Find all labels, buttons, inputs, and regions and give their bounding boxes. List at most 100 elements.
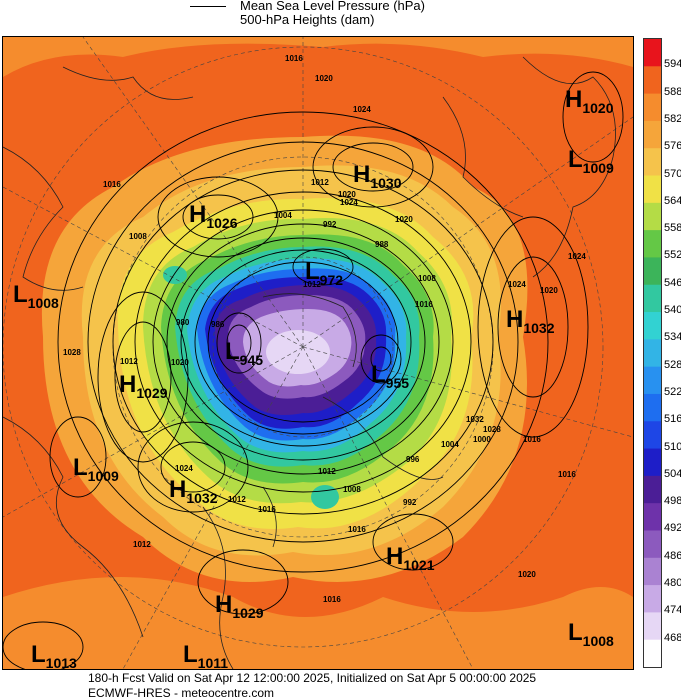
colorbar-swatch (644, 639, 661, 667)
system-h-1030: H1030 (353, 161, 402, 191)
shade-582-north (3, 37, 633, 77)
isobar-label: 1004 (441, 440, 459, 449)
colorbar-label: 492 (664, 522, 681, 535)
colorbar-swatch (644, 257, 661, 286)
coastlines (3, 56, 616, 669)
system-l-1008-se: L1008 (568, 619, 614, 649)
model-source-text: ECMWF-HRES - meteocentre.com (88, 686, 275, 700)
colorbar-label: 468 (664, 631, 681, 644)
map-legend: Mean Sea Level Pressure (hPa) 500-hPa He… (190, 0, 490, 30)
colorbar-label: 570 (664, 167, 681, 180)
colorbar-swatch (644, 339, 661, 368)
shade-small-low (163, 266, 187, 284)
system-l-1009-sw: L1009 (73, 454, 119, 484)
colorbar-swatch (644, 503, 661, 531)
isobar-label: 1016 (258, 505, 276, 514)
forecast-valid-text: 180-h Fcst Valid on Sat Apr 12 12:00:00 … (88, 671, 537, 685)
colorbar-label: 486 (664, 549, 681, 562)
shade-582-south (3, 577, 633, 669)
colorbar-swatch (644, 202, 661, 231)
isobar-label: 1020 (338, 190, 356, 199)
isobar-label: 1008 (129, 232, 147, 241)
isobar-label: 996 (406, 455, 420, 464)
colorbar-label: 588 (664, 85, 681, 98)
system-l-1009-ne: L1009 (568, 146, 614, 176)
isobar-label: 1016 (415, 300, 433, 309)
isobar-label: 1020 (395, 215, 413, 224)
shade-cutoff-low (311, 485, 339, 509)
isobar-label: 1016 (285, 54, 303, 63)
colorbar-swatch (644, 557, 661, 586)
isobar-label: 1024 (340, 198, 358, 207)
legend-mslp-label: Mean Sea Level Pressure (hPa) (240, 0, 425, 13)
system-h-1020: H1020 (565, 86, 614, 116)
system-h-1021: H1021 (386, 543, 435, 573)
system-h-1029-w: H1029 (119, 371, 168, 401)
colorbar-label: 504 (664, 467, 681, 480)
colorbar-label: 522 (664, 385, 681, 398)
isobar-label: 1016 (323, 595, 341, 604)
colorbar-label: 558 (664, 222, 681, 235)
isobar-label: 1016 (103, 180, 121, 189)
system-h-1026: H1026 (189, 201, 238, 231)
colorbar-label: 576 (664, 140, 681, 153)
shade-core (266, 330, 330, 374)
colorbar-label: 594 (664, 58, 681, 71)
colorbar-label: 534 (664, 331, 681, 344)
isobar-label: 1020 (171, 358, 189, 367)
isobar-label: 992 (323, 220, 337, 229)
isobar-label: 1020 (518, 570, 536, 579)
isobar-label: 1016 (348, 525, 366, 534)
colorbar-label: 582 (664, 112, 681, 125)
isobar-label: 992 (403, 498, 417, 507)
colorbar-label: 540 (664, 304, 681, 317)
system-l-972: L972 (305, 258, 343, 288)
colorbar-swatch (644, 612, 661, 641)
isobar-label: 1000 (473, 435, 491, 444)
colorbar-label: 546 (664, 276, 681, 289)
isobar-label: 1016 (558, 470, 576, 479)
isobar-label: 1024 (175, 464, 193, 473)
colorbar-swatch (644, 530, 661, 559)
colorbar-label: 474 (664, 604, 681, 617)
isobar-label: 1008 (343, 485, 361, 494)
system-l-955: L955 (371, 361, 409, 391)
isobar-label: 980 (176, 318, 190, 327)
isobars (3, 71, 624, 669)
system-h-1029-s: H1029 (215, 591, 264, 621)
isobar-label: 1028 (63, 348, 81, 357)
isobar-label: 1012 (311, 178, 329, 187)
isobar-label: 986 (211, 320, 225, 329)
system-l-945: L945 (225, 338, 263, 368)
isobar-label: 1032 (466, 415, 484, 424)
system-l-1008-w: L1008 (13, 281, 59, 311)
colorbar (643, 38, 662, 668)
isobar-label: 1012 (120, 357, 138, 366)
colorbar-label: 510 (664, 440, 681, 453)
isobar-label: 1012 (133, 540, 151, 549)
colorbar-label: 480 (664, 577, 681, 590)
isobar-label: 1020 (315, 74, 333, 83)
colorbar-swatch (644, 230, 661, 258)
colorbar-swatch (644, 312, 661, 340)
system-h-1032-s: H1032 (169, 476, 218, 506)
isobar-label: 1008 (418, 274, 436, 283)
isobar-label: 1024 (568, 252, 586, 261)
colorbar-label: 528 (664, 358, 681, 371)
colorbar-swatch (644, 66, 661, 95)
colorbar-swatch (644, 393, 661, 422)
colorbar-label: 498 (664, 495, 681, 508)
colorbar-swatch (644, 366, 661, 395)
colorbar-swatch (644, 39, 661, 67)
colorbar-label: 552 (664, 249, 681, 262)
colorbar-label: 564 (664, 194, 681, 207)
colorbar-swatch (644, 120, 661, 149)
colorbar-swatch (644, 448, 661, 477)
isobar-label: 1012 (303, 280, 321, 289)
isobar-label: 1024 (353, 105, 371, 114)
isobar-label: 1024 (508, 280, 526, 289)
colorbar-swatch (644, 585, 661, 613)
colorbar-swatch (644, 284, 661, 313)
